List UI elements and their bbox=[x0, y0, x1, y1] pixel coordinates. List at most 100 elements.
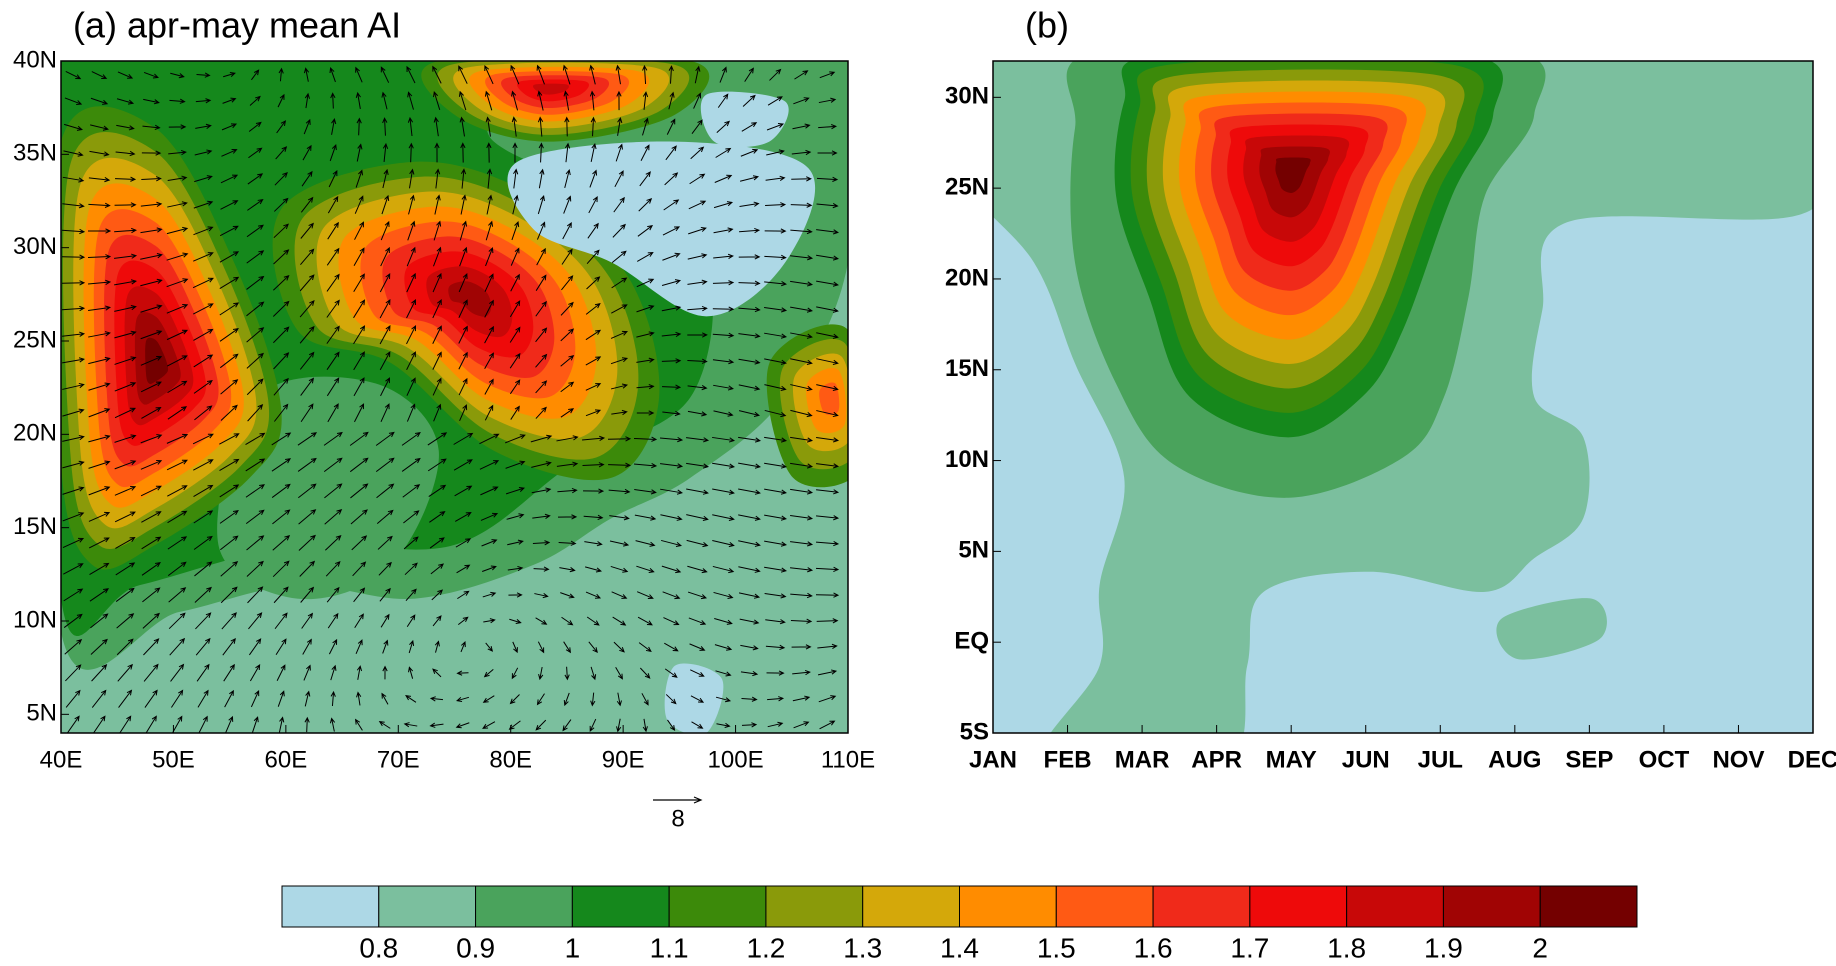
wind-vector bbox=[791, 644, 812, 650]
wind-vector bbox=[508, 592, 523, 598]
wind-vector bbox=[170, 72, 185, 79]
wind-vector bbox=[562, 64, 571, 85]
contour-fill bbox=[507, 141, 816, 317]
wind-vector bbox=[715, 147, 732, 158]
wind-vector bbox=[484, 65, 494, 85]
wind-vector bbox=[791, 176, 812, 182]
wind-vector bbox=[585, 409, 602, 417]
wind-vector bbox=[245, 484, 265, 498]
wind-vector bbox=[534, 592, 549, 599]
wind-vector bbox=[64, 638, 83, 655]
wind-vector bbox=[608, 488, 631, 495]
wind-vector bbox=[739, 175, 760, 182]
wind-vector bbox=[637, 616, 653, 626]
wind-vector bbox=[660, 514, 683, 521]
wind-vector bbox=[662, 384, 682, 390]
wind-vector bbox=[277, 93, 285, 108]
wind-vector bbox=[114, 279, 137, 286]
wind-vector bbox=[764, 566, 787, 573]
wind-vector bbox=[273, 352, 290, 370]
wind-vector bbox=[220, 379, 239, 395]
wind-vector bbox=[589, 64, 596, 85]
wind-vector bbox=[62, 460, 85, 469]
wind-vector bbox=[275, 638, 287, 656]
wind-vector bbox=[482, 721, 496, 729]
wind-vector bbox=[662, 252, 681, 261]
wind-vector bbox=[406, 298, 416, 319]
wind-vector bbox=[712, 488, 735, 495]
wind-vector bbox=[219, 509, 239, 524]
wind-vector bbox=[482, 695, 495, 703]
wind-vector bbox=[351, 535, 368, 551]
wind-vector bbox=[661, 565, 682, 574]
wind-vector bbox=[611, 409, 628, 416]
wind-vector bbox=[738, 333, 761, 339]
wind-vector bbox=[716, 722, 731, 729]
wind-vector bbox=[687, 253, 708, 260]
wind-vector bbox=[140, 459, 163, 470]
wind-vector bbox=[460, 641, 466, 653]
wind-vector bbox=[324, 534, 342, 551]
wind-vector bbox=[354, 403, 365, 423]
wind-vector bbox=[687, 332, 708, 338]
wind-vector bbox=[738, 462, 761, 469]
wind-vector bbox=[195, 123, 212, 129]
wind-vector bbox=[790, 384, 813, 392]
wind-vector bbox=[765, 644, 786, 651]
wind-vector bbox=[483, 668, 494, 678]
wind-vector bbox=[790, 332, 813, 339]
wind-vector bbox=[116, 124, 135, 131]
wind-vector bbox=[193, 303, 214, 315]
wind-vector bbox=[714, 618, 733, 625]
wind-vector bbox=[197, 689, 209, 708]
wind-vector bbox=[404, 562, 418, 576]
wind-vector bbox=[459, 246, 468, 267]
wind-vector bbox=[379, 351, 391, 371]
wind-vector bbox=[299, 325, 315, 344]
wind-vector bbox=[143, 71, 159, 79]
wind-vector bbox=[276, 664, 286, 681]
wind-vector bbox=[738, 436, 762, 443]
wind-vector bbox=[512, 641, 518, 654]
wind-vector bbox=[482, 565, 497, 572]
wind-vector bbox=[430, 563, 445, 575]
wind-vector bbox=[401, 431, 421, 446]
colorbar-box bbox=[1249, 885, 1348, 928]
wind-vector bbox=[219, 276, 240, 290]
wind-vector bbox=[380, 613, 390, 628]
wind-vector bbox=[298, 509, 317, 525]
wind-vector bbox=[712, 359, 735, 365]
wind-vector bbox=[246, 224, 264, 238]
wind-vector bbox=[642, 718, 648, 733]
colorbar-label: 1.9 bbox=[1424, 932, 1463, 963]
wind-vector bbox=[484, 352, 494, 370]
wind-vector bbox=[433, 116, 439, 137]
wind-vector bbox=[326, 299, 340, 318]
wind-vector bbox=[479, 433, 500, 445]
wind-vector bbox=[435, 168, 441, 189]
wind-vector bbox=[642, 64, 648, 85]
wind-vector bbox=[668, 91, 675, 110]
wind-vector bbox=[716, 120, 731, 133]
wind-vector bbox=[742, 94, 756, 107]
wind-vector bbox=[118, 689, 133, 708]
wind-vector bbox=[458, 351, 468, 370]
wind-vector bbox=[63, 150, 84, 157]
wind-vector bbox=[585, 329, 602, 341]
wind-vector bbox=[738, 540, 761, 547]
wind-vector bbox=[816, 618, 839, 624]
wind-vector bbox=[433, 91, 441, 111]
wind-vector bbox=[815, 592, 840, 598]
wind-vector bbox=[274, 612, 288, 630]
wind-vector bbox=[509, 352, 521, 369]
wind-vector bbox=[610, 565, 629, 573]
wind-vector bbox=[664, 668, 678, 678]
wind-vector bbox=[429, 696, 444, 702]
wind-vector bbox=[246, 560, 264, 577]
wind-vector bbox=[142, 612, 160, 629]
wind-vector bbox=[225, 715, 234, 733]
wind-vector bbox=[272, 534, 291, 551]
wind-vector bbox=[271, 458, 292, 472]
wind-vector bbox=[712, 514, 735, 521]
colorbar-label: 1.6 bbox=[1134, 932, 1173, 963]
